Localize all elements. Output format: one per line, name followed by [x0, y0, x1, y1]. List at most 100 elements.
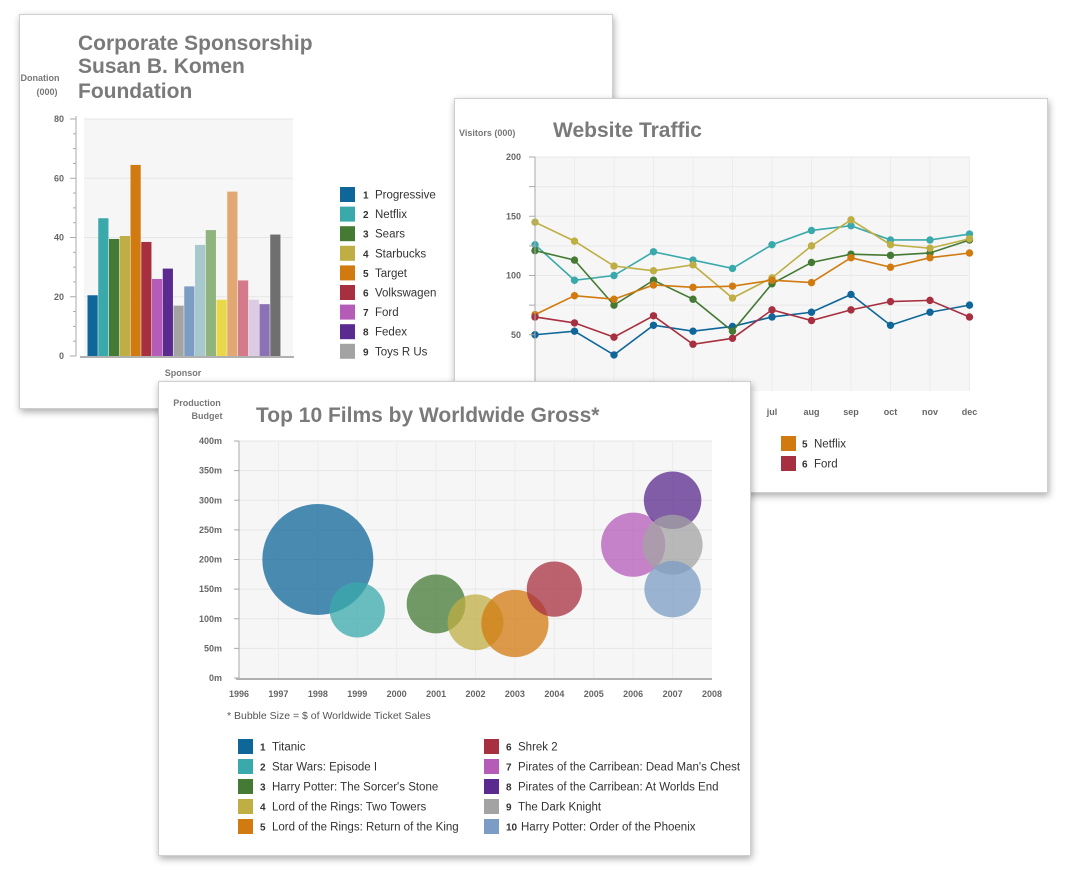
bubble [481, 589, 549, 658]
legend-swatch [238, 739, 253, 754]
bubble [642, 514, 703, 575]
chart-title: Top 10 Films by Worldwide Gross* [256, 404, 600, 427]
legend-label: Sears [375, 229, 405, 241]
bar [173, 305, 184, 356]
legend-number: 2 [260, 763, 266, 774]
legend-swatch [484, 819, 499, 834]
x-tick-label: 1998 [308, 689, 328, 699]
legend-label: Star Wars: Episode I [272, 762, 377, 774]
legend-number: 4 [363, 249, 369, 260]
data-point [570, 291, 579, 300]
legend-label: Harry Potter: The Sorcer's Stone [272, 782, 438, 794]
y-tick-label: 200m [199, 555, 222, 565]
data-point [610, 295, 618, 303]
bar [238, 280, 249, 356]
data-point [649, 248, 658, 256]
series-line [534, 239, 970, 333]
legend-number: 4 [260, 803, 266, 814]
y-tick-label: 20 [54, 292, 64, 302]
series-line [534, 252, 970, 316]
legend-label: Shrek 2 [518, 742, 558, 754]
x-tick-label: 2008 [702, 689, 722, 699]
bar [141, 241, 152, 356]
traffic-chart: Website Traffic Visitors (000) 50 100 150 2… [459, 119, 978, 471]
data-point [965, 235, 974, 243]
y-tick-label: 250m [199, 525, 222, 535]
data-point [886, 297, 895, 306]
legend-number: 3 [260, 783, 266, 794]
data-point [807, 316, 816, 325]
bar [87, 295, 98, 356]
legend-swatch [340, 206, 355, 222]
y-tick-label: 150 [506, 211, 521, 221]
y-tick-label: 100 [506, 271, 521, 281]
x-tick-label: 2004 [544, 689, 564, 699]
data-point [610, 262, 618, 270]
legend-number: 10 [506, 823, 518, 834]
data-point [649, 321, 658, 329]
data-point [847, 222, 855, 230]
x-tick-label: aug [803, 407, 819, 417]
legend-swatch [484, 759, 499, 774]
data-point [610, 351, 618, 359]
chart-title-line-2: Susan B. Komen [78, 55, 245, 78]
y-tick-label: 80 [54, 114, 64, 124]
x-tick-label: sep [843, 407, 859, 417]
legend-number: 9 [363, 347, 369, 358]
data-point [807, 242, 816, 250]
data-point [570, 276, 579, 284]
data-point [807, 226, 816, 235]
series-line [534, 293, 970, 356]
data-point [807, 278, 816, 287]
data-point [689, 340, 697, 348]
bubble [643, 471, 702, 530]
data-point [728, 264, 737, 273]
bubble [329, 582, 385, 638]
legend-number: 2 [363, 210, 369, 221]
bar [184, 286, 195, 356]
data-point [768, 240, 776, 249]
legend-swatch [238, 799, 253, 814]
bar [162, 268, 173, 356]
x-tick-label: 2007 [663, 689, 683, 699]
legend-number: 6 [802, 460, 808, 471]
legend-label: Lord of the Rings: Return of the King [272, 822, 459, 834]
data-point [649, 312, 658, 320]
bubble [526, 561, 582, 617]
bar [216, 299, 227, 356]
legend-label: Volkswagen [375, 288, 436, 300]
legend-label: Toys R Us [375, 346, 428, 358]
legend-label: Netflix [814, 439, 846, 451]
y-tick-label: 150m [199, 584, 222, 594]
legend-swatch [340, 226, 355, 242]
data-point [610, 333, 618, 341]
x-tick-label: dec [962, 407, 978, 417]
data-point [926, 308, 934, 316]
data-point [728, 327, 737, 335]
bar [152, 278, 163, 356]
data-point [847, 216, 855, 224]
legend-swatch [340, 187, 355, 202]
legend-swatch [340, 304, 355, 320]
data-point [570, 237, 579, 245]
plot-background [535, 157, 970, 391]
data-point [926, 244, 934, 252]
data-point [570, 256, 579, 264]
legend-number: 8 [506, 783, 512, 794]
chart-title-line-3: Foundation [78, 80, 192, 103]
x-tick-label: 1999 [347, 689, 367, 699]
legend-label: The Dark Knight [518, 802, 602, 814]
data-point [570, 319, 579, 327]
bubble [644, 560, 701, 618]
y-axis-label-line-2: Budget [192, 411, 223, 421]
data-point [689, 283, 697, 292]
bubble-size-footnote: * Bubble Size = $ of Worldwide Ticket Sa… [227, 710, 431, 722]
data-point [807, 258, 816, 267]
x-tick-label: 2005 [584, 689, 604, 699]
legend-label: Starbucks [375, 248, 426, 260]
data-point [847, 254, 855, 262]
legend-swatch [781, 456, 796, 471]
bar [109, 238, 120, 356]
legend-label: Pirates of the Carribean: Dead Man's Che… [518, 762, 741, 774]
legend-swatch [484, 739, 499, 754]
